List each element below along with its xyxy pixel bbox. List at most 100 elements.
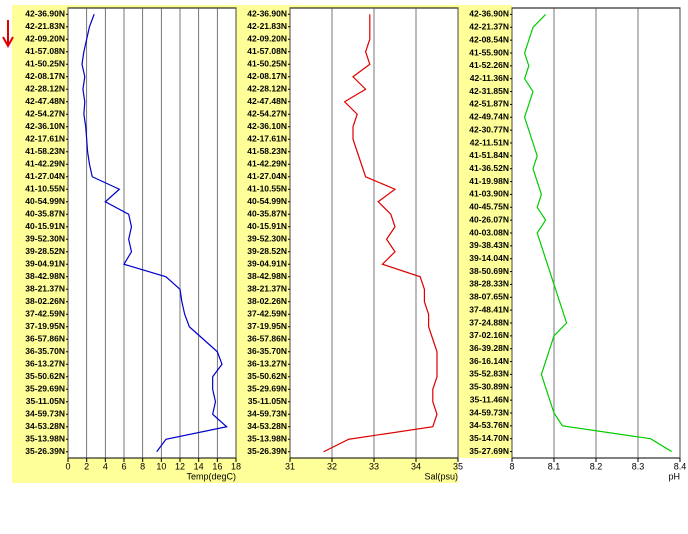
plot-area xyxy=(67,7,237,459)
y-tick-label: 40-15.91N xyxy=(247,221,287,231)
y-tick-label: 40-26.07N xyxy=(469,214,509,224)
y-tick-label: 35-27.69N xyxy=(469,446,509,456)
y-tick-label: 34-59.73N xyxy=(25,409,65,419)
y-tick-label: 35-26.39N xyxy=(247,446,287,456)
y-tick-label: 41-10.55N xyxy=(247,184,287,194)
x-axis-label: Sal(psu) xyxy=(424,471,458,481)
y-tick-label: 39-04.91N xyxy=(25,259,65,269)
x-tick-label: 4 xyxy=(103,461,108,471)
x-tick-label: 31 xyxy=(285,461,295,471)
y-tick-label: 41-52.26N xyxy=(469,60,509,70)
y-tick-label: 40-35.87N xyxy=(25,209,65,219)
y-tick-label: 39-14.04N xyxy=(469,253,509,263)
x-tick-label: 8.2 xyxy=(590,461,603,471)
y-tick-label: 41-57.08N xyxy=(25,46,65,56)
y-tick-label: 38-07.65N xyxy=(469,292,509,302)
y-tick-label: 34-59.73N xyxy=(247,409,287,419)
x-tick-label: 16 xyxy=(212,461,222,471)
y-tick-label: 35-26.39N xyxy=(25,446,65,456)
y-tick-label: 35-50.62N xyxy=(247,371,287,381)
y-tick-label: 41-57.08N xyxy=(247,46,287,56)
x-axis-label: Temp(degC) xyxy=(186,471,236,481)
y-tick-label: 41-19.98N xyxy=(469,176,509,186)
y-tick-label: 37-19.95N xyxy=(25,321,65,331)
data-line xyxy=(81,14,228,453)
x-tick-label: 8 xyxy=(140,461,145,471)
background xyxy=(458,5,512,458)
arrow xyxy=(2,20,14,49)
y-tick-label: 35-14.70N xyxy=(469,433,509,443)
y-tick-label: 40-54.99N xyxy=(247,196,287,206)
x-tick-label: 34 xyxy=(411,461,421,471)
x-tick-label: 32 xyxy=(327,461,337,471)
y-tick-label: 39-04.91N xyxy=(247,259,287,269)
y-tick-label: 35-30.89N xyxy=(469,382,509,392)
x-tick-label: 8.1 xyxy=(548,461,561,471)
x-axis-label: pH xyxy=(668,471,680,481)
y-tick-label: 42-51.87N xyxy=(469,99,509,109)
y-tick-label: 41-42.29N xyxy=(25,159,65,169)
y-tick-label: 35-29.69N xyxy=(25,384,65,394)
y-tick-label: 40-15.91N xyxy=(25,221,65,231)
y-tick-label: 42-31.85N xyxy=(469,86,509,96)
y-tick-label: 36-13.27N xyxy=(247,359,287,369)
y-tick-label: 42-28.12N xyxy=(247,84,287,94)
y-tick-label: 41-42.29N xyxy=(247,159,287,169)
y-tick-label: 36-13.27N xyxy=(25,359,65,369)
y-tick-label: 35-50.62N xyxy=(25,371,65,381)
y-tick-label: 36-39.28N xyxy=(469,343,509,353)
y-tick-label: 37-42.59N xyxy=(247,309,287,319)
y-tick-label: 38-28.33N xyxy=(469,279,509,289)
y-tick-label: 42-36.90N xyxy=(25,9,65,19)
y-tick-label: 41-58.23N xyxy=(25,146,65,156)
y-tick-label: 37-48.41N xyxy=(469,304,509,314)
y-tick-label: 42-30.77N xyxy=(469,124,509,134)
y-tick-label: 36-16.14N xyxy=(469,356,509,366)
y-tick-label: 38-02.26N xyxy=(247,296,287,306)
y-tick-label: 39-52.30N xyxy=(247,234,287,244)
y-tick-label: 42-36.90N xyxy=(469,9,509,19)
y-tick-label: 41-50.25N xyxy=(247,59,287,69)
y-tick-label: 42-47.48N xyxy=(25,96,65,106)
x-tick-label: 6 xyxy=(121,461,126,471)
y-tick-label: 42-49.74N xyxy=(469,112,509,122)
y-tick-label: 35-11.05N xyxy=(248,396,287,406)
y-tick-label: 42-54.27N xyxy=(25,109,65,119)
y-tick-label: 42-21.37N xyxy=(469,22,509,32)
y-tick-label: 42-08.17N xyxy=(25,71,65,81)
y-tick-label: 38-21.37N xyxy=(247,284,287,294)
y-tick-label: 35-52.83N xyxy=(469,369,509,379)
y-tick-label: 38-42.98N xyxy=(247,271,287,281)
y-tick-label: 38-02.26N xyxy=(25,296,65,306)
y-tick-label: 39-28.52N xyxy=(247,246,287,256)
y-tick-label: 41-50.25N xyxy=(25,59,65,69)
y-tick-label: 42-54.27N xyxy=(247,109,287,119)
x-tick-label: 18 xyxy=(231,461,241,471)
y-tick-label: 35-13.98N xyxy=(25,434,65,444)
y-tick-label: 34-53.76N xyxy=(469,420,509,430)
y-tick-label: 42-36.90N xyxy=(247,9,287,19)
y-tick-label: 42-08.54N xyxy=(469,34,509,44)
y-tick-label: 40-03.08N xyxy=(469,227,509,237)
x-tick-label: 8 xyxy=(509,461,514,471)
y-tick-label: 35-11.05N xyxy=(26,396,65,406)
y-tick-label: 41-10.55N xyxy=(25,184,65,194)
y-tick-label: 34-59.73N xyxy=(469,407,509,417)
y-tick-label: 42-28.12N xyxy=(25,84,65,94)
y-tick-label: 42-08.17N xyxy=(247,71,287,81)
y-tick-label: 34-53.28N xyxy=(25,421,65,431)
x-tick-label: 33 xyxy=(369,461,379,471)
y-tick-label: 39-38.43N xyxy=(469,240,509,250)
y-tick-label: 34-53.28N xyxy=(247,421,287,431)
y-tick-label: 40-45.75N xyxy=(469,202,509,212)
y-tick-label: 35-13.98N xyxy=(247,434,287,444)
x-tick-label: 12 xyxy=(175,461,185,471)
y-tick-label: 41-51.84N xyxy=(469,150,509,160)
y-tick-label: 41-27.04N xyxy=(247,171,287,181)
x-tick-label: 2 xyxy=(84,461,89,471)
y-tick-label: 42-09.20N xyxy=(25,34,65,44)
y-tick-label: 37-42.59N xyxy=(25,309,65,319)
y-tick-label: 37-02.16N xyxy=(469,330,509,340)
y-tick-label: 42-36.10N xyxy=(247,121,287,131)
